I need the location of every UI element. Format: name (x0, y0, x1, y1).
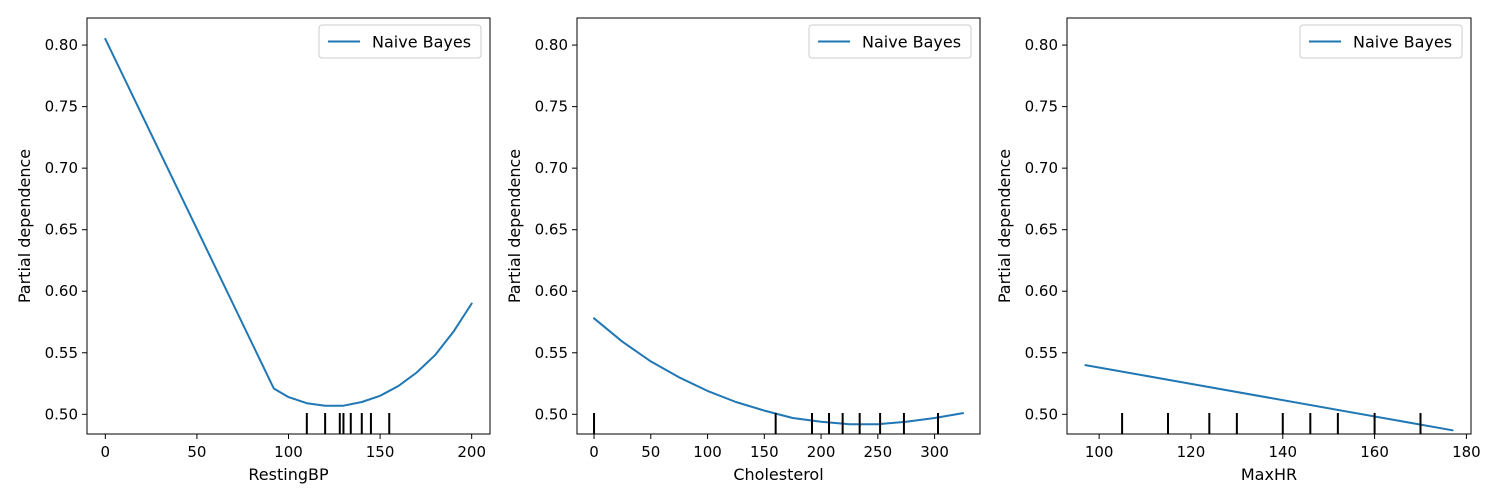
series-line-naive-bayes (104, 37, 473, 407)
legend-box (318, 24, 482, 59)
y-tick-label: 0.65 (45, 221, 78, 239)
x-tick-label: 250 (864, 443, 893, 461)
y-tick-label: 0.55 (1025, 344, 1058, 362)
y-axis-label: Partial dependence (505, 149, 524, 303)
x-tick-label: 160 (1360, 443, 1389, 461)
y-tick-label: 0.65 (535, 221, 568, 239)
chart-panel-3: 0.50 0.55 0.60 0.65 0.70 0.75 0.80 100 120 140 160… (995, 17, 1481, 484)
axes-frame (1066, 17, 1472, 435)
x-tick-label: 300 (920, 443, 949, 461)
y-tick-label: 0.50 (535, 405, 568, 423)
x-axis-label: RestingBP (248, 465, 329, 484)
x-tick-label: 150 (750, 443, 779, 461)
y-tick-label: 0.50 (1025, 405, 1058, 423)
x-tick-label: 180 (1452, 443, 1481, 461)
x-tick-label: 0 (101, 443, 111, 461)
y-tick-label: 0.80 (45, 36, 78, 54)
x-tick-label: 200 (807, 443, 836, 461)
panels: 0.50 0.55 0.60 0.65 0.70 0.75 0.80 0 50 100 150 200… (15, 17, 1481, 484)
x-tick-label: 100 (693, 443, 722, 461)
y-tick-label: 0.75 (1025, 98, 1058, 116)
x-tick-label: 200 (457, 443, 486, 461)
legend: Naive Bayes (1299, 24, 1463, 59)
axes-frame (86, 17, 491, 435)
x-tick-label: 50 (187, 443, 206, 461)
y-tick-label: 0.50 (45, 405, 78, 423)
x-axis-label: Cholesterol (733, 465, 823, 484)
y-tick-label: 0.80 (535, 36, 568, 54)
x-tick-label: 50 (641, 443, 660, 461)
y-tick-label: 0.70 (535, 159, 568, 177)
y-tick-label: 0.55 (45, 344, 78, 362)
y-tick-label: 0.80 (1025, 36, 1058, 54)
y-tick-label: 0.55 (535, 344, 568, 362)
chart-panel-1: 0.50 0.55 0.60 0.65 0.70 0.75 0.80 0 50 100 150 200… (15, 17, 491, 484)
y-tick-label: 0.70 (1025, 159, 1058, 177)
axes-frame (576, 17, 981, 435)
legend: Naive Bayes (808, 24, 972, 59)
y-tick-label: 0.60 (45, 282, 78, 300)
y-tick-label: 0.70 (45, 159, 78, 177)
series-line-naive-bayes (593, 317, 964, 426)
y-tick-label: 0.75 (535, 98, 568, 116)
x-tick-label: 120 (1177, 443, 1206, 461)
legend-label: Naive Bayes (862, 33, 961, 52)
legend-box (1299, 24, 1463, 59)
legend-label: Naive Bayes (1353, 33, 1452, 52)
legend-label: Naive Bayes (372, 33, 471, 52)
x-tick-label: 0 (589, 443, 599, 461)
y-tick-label: 0.60 (535, 282, 568, 300)
y-axis-label: Partial dependence (995, 149, 1014, 303)
series-line-naive-bayes (1084, 364, 1454, 432)
chart-panel-2: 0.50 0.55 0.60 0.65 0.70 0.75 0.80 0 50 100 150 200… (505, 17, 981, 484)
y-tick-label: 0.75 (45, 98, 78, 116)
x-tick-label: 100 (1085, 443, 1114, 461)
y-axis-label: Partial dependence (15, 149, 34, 303)
x-tick-label: 140 (1268, 443, 1297, 461)
x-tick-label: 100 (274, 443, 303, 461)
x-axis-label: MaxHR (1241, 465, 1297, 484)
legend: Naive Bayes (318, 24, 482, 59)
legend-box (808, 24, 972, 59)
y-tick-label: 0.65 (1025, 221, 1058, 239)
y-tick-label: 0.60 (1025, 282, 1058, 300)
x-tick-label: 150 (366, 443, 395, 461)
